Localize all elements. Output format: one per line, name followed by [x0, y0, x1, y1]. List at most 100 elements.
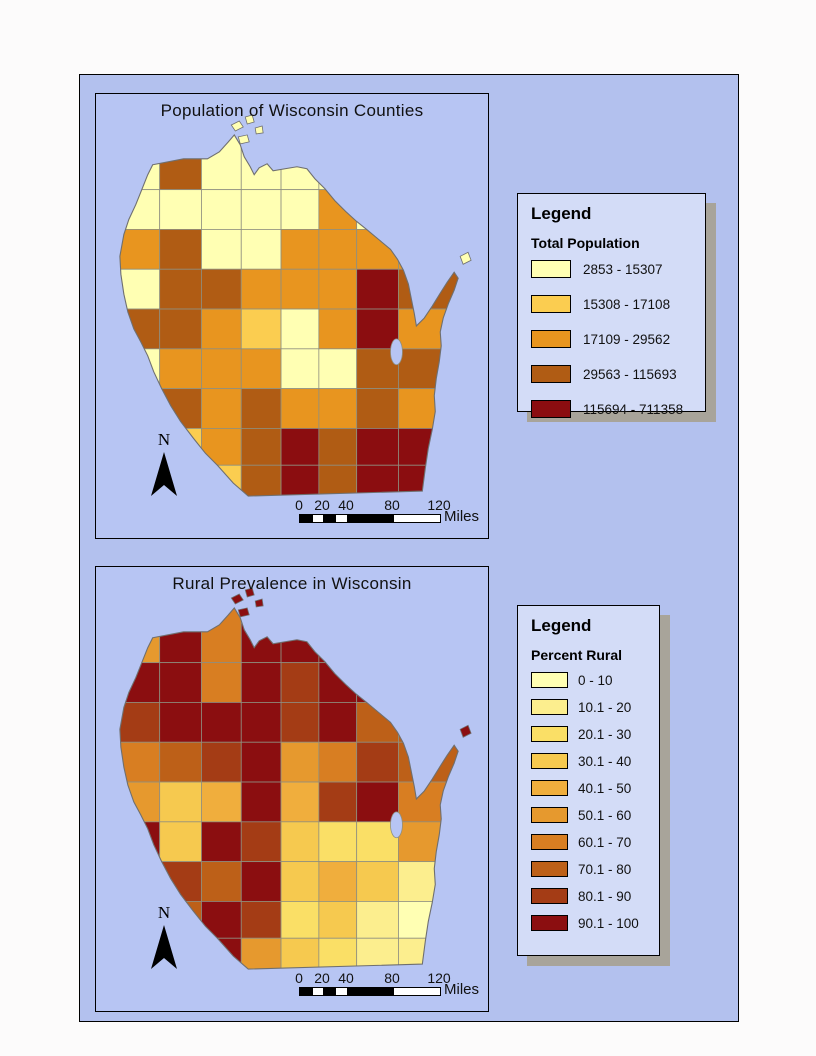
state-outline — [119, 606, 459, 970]
legend-class-row: 70.1 - 80 — [531, 861, 651, 877]
legend-class-label: 10.1 - 20 — [578, 699, 632, 715]
wisconsin-rural-choropleth — [119, 587, 472, 970]
legend-rows: 2853 - 15307 15308 - 17108 17109 - 29562 29… — [531, 260, 697, 418]
scale-bar: 0 20 40 80 120 Miles — [295, 497, 489, 525]
legend-class-label: 115694 - 711358 — [583, 401, 684, 417]
county-cell — [201, 189, 242, 230]
island — [237, 134, 250, 145]
county-cell — [318, 861, 358, 902]
county-cell — [201, 607, 242, 664]
county-cell — [240, 901, 282, 939]
county-cell — [398, 861, 459, 902]
legend-swatch — [531, 915, 568, 931]
county-cell — [240, 702, 282, 743]
legend-class-row: 0 - 10 — [531, 672, 651, 688]
scalebar-segment — [323, 988, 335, 995]
island — [459, 251, 472, 265]
county-cell — [240, 861, 282, 902]
legend-class-label: 2853 - 15307 — [583, 261, 663, 277]
county-cell — [159, 702, 202, 743]
scalebar-tick-labels: 0 20 40 80 120 — [295, 970, 489, 986]
legend-class-label: 90.1 - 100 — [578, 915, 639, 931]
county-cell — [398, 781, 459, 823]
county-cell — [280, 134, 320, 191]
county-cell — [201, 741, 242, 783]
county-cell — [356, 937, 399, 970]
county-cell — [119, 348, 161, 390]
scalebar-tick-labels: 0 20 40 80 120 — [295, 497, 489, 513]
county-cell — [159, 229, 202, 270]
county-cell — [159, 781, 202, 823]
island — [230, 593, 244, 605]
north-label: N — [157, 430, 171, 449]
north-arrow-icon — [151, 452, 177, 496]
county-cell — [201, 781, 242, 823]
legend-swatch — [531, 807, 568, 823]
legend-class-row: 40.1 - 50 — [531, 780, 651, 796]
county-cell — [280, 229, 320, 270]
county-cell — [398, 348, 459, 390]
county-cell — [280, 388, 320, 429]
county-cell — [398, 308, 459, 350]
county-cell — [280, 428, 320, 466]
legend-class-row: 29563 - 115693 — [531, 365, 697, 383]
legend-class-label: 0 - 10 — [578, 672, 613, 688]
legend-class-row: 20.1 - 30 — [531, 726, 651, 742]
county-cell — [398, 901, 459, 939]
legend-class-label: 20.1 - 30 — [578, 726, 632, 742]
legend-class-label: 80.1 - 90 — [578, 888, 632, 904]
legend-swatch — [531, 330, 571, 348]
scalebar-segment — [312, 515, 323, 522]
legend-class-row: 60.1 - 70 — [531, 834, 651, 850]
legend-swatch — [531, 400, 571, 418]
county-cell — [398, 607, 459, 664]
county-cell — [159, 388, 202, 429]
county-cell — [318, 607, 358, 664]
scalebar-segment — [347, 515, 393, 522]
legend-class-row: 80.1 - 90 — [531, 888, 651, 904]
county-cell — [318, 428, 358, 466]
county-cell — [398, 229, 459, 270]
poster-background: Population of Wisconsin Counties N 0 20 40… — [79, 74, 739, 1022]
legend-class-label: 70.1 - 80 — [578, 861, 632, 877]
legend-title: Legend — [531, 616, 592, 635]
legend-swatch — [531, 753, 568, 769]
county-cell — [240, 464, 282, 497]
legend-title: Legend — [531, 204, 592, 223]
county-cell — [280, 781, 320, 823]
north-arrow: N — [146, 903, 182, 971]
county-cell — [398, 662, 459, 703]
county-cell — [318, 741, 358, 783]
county-cell — [318, 134, 358, 191]
county-cell — [201, 901, 242, 939]
legend-swatch — [531, 834, 568, 850]
map-title-rural: Rural Prevalence in Wisconsin — [172, 574, 412, 593]
scalebar-unit-label: Miles — [444, 508, 480, 525]
north-arrow: N — [146, 430, 182, 498]
county-cell — [201, 662, 242, 703]
scalebar-segment — [312, 988, 323, 995]
scalebar-tick-label: 80 — [384, 970, 400, 986]
scalebar-segment — [323, 515, 335, 522]
county-cell — [318, 781, 358, 823]
county-cell — [159, 741, 202, 783]
legend-class-label: 30.1 - 40 — [578, 753, 632, 769]
county-cell — [240, 741, 282, 783]
county-cell — [119, 308, 161, 350]
island — [244, 587, 255, 598]
legend-swatch — [531, 260, 571, 278]
county-cell — [119, 741, 161, 783]
county-cell — [280, 464, 320, 497]
county-cell — [356, 741, 399, 783]
legend-class-label: 17109 - 29562 — [583, 331, 671, 347]
county-cell — [356, 428, 399, 466]
county-cell — [318, 937, 358, 970]
county-cell — [398, 464, 459, 497]
county-cell — [280, 937, 320, 970]
scalebar-segment — [300, 988, 312, 995]
legend-swatch — [531, 726, 568, 742]
county-cell — [356, 607, 399, 664]
county-cell — [201, 428, 242, 466]
county-cell — [280, 348, 320, 390]
county-cell — [159, 189, 202, 230]
